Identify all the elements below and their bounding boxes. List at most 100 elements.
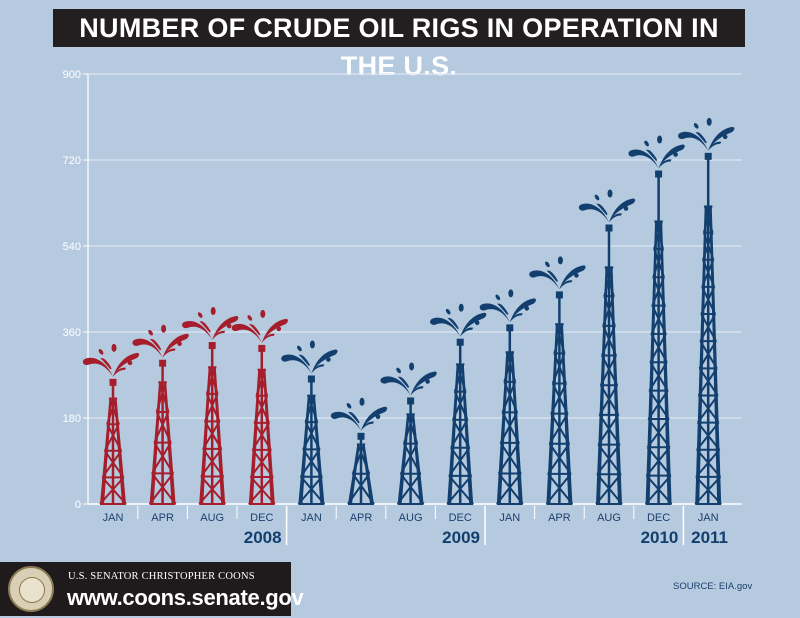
x-tick-label: DEC: [647, 512, 670, 524]
oil-spray: [162, 348, 176, 358]
rig-lattice: [653, 220, 665, 250]
oil-spray: [113, 367, 126, 377]
rig-lattice: [203, 393, 221, 423]
oil-spray: [113, 352, 140, 377]
rig-lattice: [198, 475, 226, 505]
rig-lattice: [448, 447, 473, 477]
oil-rig-bar: [529, 256, 586, 505]
rig-lattice: [696, 394, 720, 424]
source-note: SOURCE: EIA.gov: [673, 581, 753, 592]
rig-cap: [109, 378, 117, 386]
oil-spray: [460, 312, 487, 337]
oil-drop: [607, 189, 613, 198]
rig-lattice: [155, 381, 170, 414]
oil-spray: [82, 357, 113, 377]
rig-cap: [159, 359, 167, 367]
rig-lattice: [99, 476, 127, 505]
oil-drop: [260, 309, 266, 318]
oil-spray: [361, 421, 374, 431]
rig-lattice: [598, 384, 620, 416]
oil-spray: [479, 303, 510, 323]
oil-drop: [177, 341, 182, 347]
oil-spray: [100, 358, 112, 370]
seal-icon: [8, 566, 54, 612]
rig-cap: [655, 170, 663, 178]
senator-name: U.S. SENATOR CHRISTOPHER COONS: [68, 571, 255, 582]
oil-drop: [98, 349, 104, 355]
oil-spray: [281, 354, 312, 374]
rig-lattice: [205, 366, 219, 395]
rig-lattice: [200, 448, 225, 478]
rig-lattice: [101, 450, 125, 479]
oil-spray: [410, 386, 424, 396]
rig-lattice: [453, 363, 467, 393]
rig-lattice: [599, 355, 619, 387]
oil-drop: [644, 140, 649, 147]
oil-drop: [161, 324, 167, 333]
rig-cap: [605, 224, 613, 232]
rig-lattice: [251, 422, 272, 451]
oil-rig-bar: [479, 289, 536, 505]
rig-cap: [208, 342, 216, 350]
y-tick-label: 540: [63, 241, 81, 253]
oil-spray: [609, 213, 622, 223]
oil-drop: [409, 362, 415, 371]
rig-lattice: [698, 340, 718, 370]
oil-spray: [678, 131, 709, 151]
oil-spray: [609, 198, 636, 223]
oil-rig-bar: [678, 117, 735, 505]
oil-spray: [496, 303, 509, 315]
oil-drop: [594, 194, 600, 201]
oil-drop: [657, 135, 663, 144]
oil-drop: [458, 303, 464, 312]
oil-spray: [397, 376, 410, 388]
x-tick-label: DEC: [250, 512, 273, 524]
rig-legs: [199, 366, 226, 504]
oil-drop: [706, 117, 712, 126]
year-label: 2009: [442, 528, 480, 547]
oil-spray: [361, 406, 388, 431]
rig-lattice: [695, 449, 722, 478]
rig-lattice: [697, 367, 719, 397]
rig-cap: [407, 397, 415, 405]
rig-lattice: [302, 421, 321, 451]
rig-legs: [248, 368, 275, 504]
y-tick-label: 180: [63, 413, 81, 425]
oil-rig-bar: [578, 189, 636, 505]
oil-rig-bar: [182, 307, 239, 505]
x-tick-label: AUG: [597, 512, 621, 524]
x-tick-label: AUG: [399, 512, 423, 524]
oil-spray: [509, 298, 536, 323]
oil-drop: [297, 345, 302, 352]
y-tick-label: 720: [63, 155, 81, 167]
oil-drop: [508, 289, 514, 298]
x-tick-label: DEC: [449, 512, 472, 524]
oil-spray: [212, 330, 226, 341]
x-tick-label: AUG: [200, 512, 224, 524]
oil-rig-bar: [281, 340, 338, 505]
oil-rig-bar: [380, 362, 437, 505]
oil-drop: [557, 256, 563, 265]
y-tick-label: 360: [63, 327, 81, 339]
rig-lattice: [503, 351, 517, 383]
oil-drop: [210, 307, 216, 316]
x-tick-label: APR: [151, 512, 174, 524]
oil-drop: [276, 326, 282, 332]
rig-cap: [456, 338, 464, 346]
rig-lattice: [103, 423, 123, 452]
oil-spray: [162, 333, 189, 358]
rig-lattice: [647, 390, 670, 420]
rig-lattice: [248, 476, 276, 505]
oil-drop: [346, 402, 352, 409]
oil-drop: [197, 312, 203, 318]
footer-banner: U.S. SENATOR CHRISTOPHER COONS www.coons…: [0, 562, 304, 616]
oil-spray: [212, 316, 239, 341]
oil-spray: [460, 327, 474, 337]
website-link[interactable]: www.coons.senate.gov: [67, 585, 304, 610]
oil-drop: [722, 134, 728, 140]
oil-spray: [248, 324, 261, 336]
rig-lattice: [648, 361, 669, 392]
oil-spray: [509, 313, 523, 323]
y-tick-label: 0: [75, 499, 81, 511]
